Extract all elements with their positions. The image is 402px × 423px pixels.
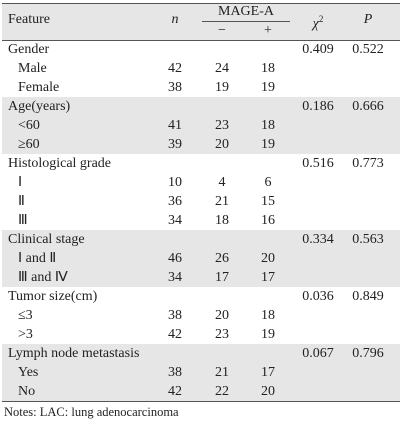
plus-value: 20 (261, 384, 275, 399)
row-label: ≥60 (18, 137, 40, 152)
group-bg (2, 344, 400, 401)
header-chi: χ2 (312, 10, 324, 32)
minus-value: 26 (215, 251, 229, 266)
plus-value: 17 (261, 270, 275, 285)
plus-value: 16 (261, 213, 275, 228)
plus-value: 6 (264, 175, 272, 190)
n-value: 46 (168, 251, 182, 266)
minus-value: 23 (215, 118, 229, 133)
minus-value: 22 (215, 384, 229, 399)
chi2-value: 0.036 (302, 289, 334, 304)
chi-symbol: χ (312, 16, 319, 32)
n-value: 10 (168, 175, 182, 190)
row-label: No (18, 384, 36, 399)
p-value: 0.773 (352, 156, 384, 171)
row-label: Ⅱ (18, 194, 25, 209)
group-bg (2, 230, 400, 287)
n-value: 42 (168, 327, 182, 342)
p-value: 0.849 (352, 289, 384, 304)
plus-value: 17 (261, 365, 275, 380)
row-label: Ⅲ and Ⅳ (18, 270, 68, 285)
top-rule (2, 3, 400, 4)
group-name: Gender (8, 42, 50, 57)
group-name: Histological grade (8, 156, 112, 171)
chi2-value: 0.516 (302, 156, 334, 171)
p-value: 0.563 (352, 232, 384, 247)
minus-value: 17 (215, 270, 229, 285)
note: Notes: LAC: lung adenocarcinoma (4, 405, 179, 419)
row-label: <60 (18, 118, 40, 133)
header-feature: Feature (8, 12, 50, 27)
plus-value: 15 (261, 194, 275, 209)
header-plus: + (264, 23, 272, 38)
minus-value: 20 (215, 137, 229, 152)
row-label: Ⅰ and Ⅱ (18, 251, 57, 266)
group-bg (2, 97, 400, 154)
p-value: 0.522 (352, 42, 384, 57)
minus-value: 21 (215, 365, 229, 380)
minus-value: 18 (215, 213, 229, 228)
n-value: 34 (168, 213, 182, 228)
plus-value: 19 (261, 80, 275, 95)
row-label: >3 (18, 327, 33, 342)
plus-value: 18 (261, 118, 275, 133)
row-label: Ⅲ (18, 213, 28, 228)
n-value: 42 (168, 384, 182, 399)
group-name: Clinical stage (8, 232, 85, 247)
header-rule (2, 40, 400, 41)
n-value: 38 (168, 80, 182, 95)
plus-value: 18 (261, 61, 275, 76)
n-value: 38 (168, 365, 182, 380)
minus-value: 20 (215, 308, 229, 323)
n-value: 39 (168, 137, 182, 152)
group-name: Lymph node metastasis (8, 346, 140, 361)
n-value: 42 (168, 61, 182, 76)
chi2-value: 0.409 (302, 42, 334, 57)
minus-value: 23 (215, 327, 229, 342)
minus-value: 24 (215, 61, 229, 76)
chi2-value: 0.186 (302, 99, 334, 114)
n-value: 38 (168, 308, 182, 323)
n-value: 34 (168, 270, 182, 285)
header-p: P (363, 12, 373, 27)
plus-value: 20 (261, 251, 275, 266)
chi-sup: 2 (318, 14, 324, 24)
row-label: Male (18, 61, 47, 76)
row-label: Yes (18, 365, 39, 380)
row-label: ≤3 (18, 308, 33, 323)
header-group: MAGE-A (218, 4, 274, 19)
n-value: 36 (168, 194, 182, 209)
group-name: Age(years) (8, 99, 71, 114)
minus-value: 21 (215, 194, 229, 209)
bottom-rule (2, 401, 400, 402)
row-label: Ⅰ (18, 175, 23, 190)
header-bg (2, 3, 400, 40)
header-n: n (171, 12, 179, 27)
plus-value: 19 (261, 327, 275, 342)
chi2-value: 0.067 (302, 346, 334, 361)
p-value: 0.796 (352, 346, 384, 361)
minus-value: 4 (218, 175, 226, 190)
n-value: 41 (168, 118, 182, 133)
plus-value: 18 (261, 308, 275, 323)
plus-value: 19 (261, 137, 275, 152)
group-rule (202, 21, 290, 22)
minus-value: 19 (215, 80, 229, 95)
p-value: 0.666 (352, 99, 384, 114)
row-label: Female (18, 80, 60, 95)
header-minus: − (218, 23, 226, 38)
group-name: Tumor size(cm) (8, 289, 98, 304)
chi2-value: 0.334 (302, 232, 334, 247)
